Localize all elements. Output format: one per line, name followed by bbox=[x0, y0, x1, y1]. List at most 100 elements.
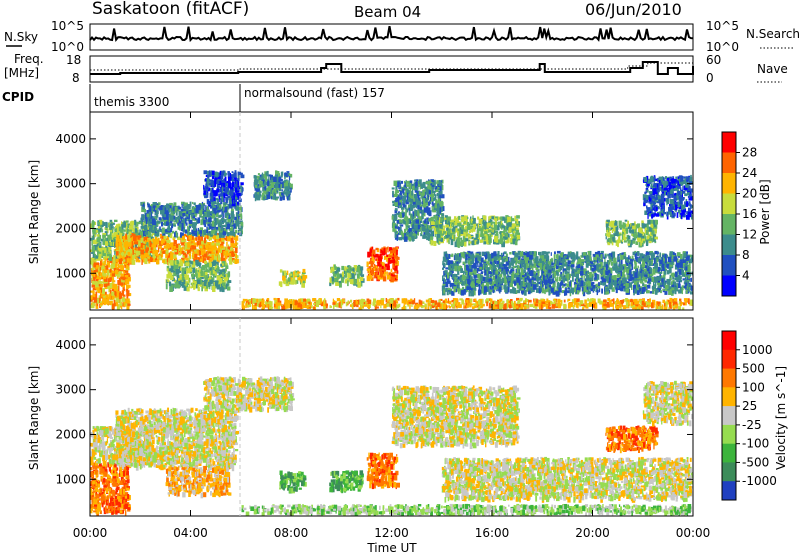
echo-cell bbox=[393, 272, 395, 276]
echo-cell bbox=[111, 227, 114, 233]
echo-cell bbox=[123, 288, 126, 291]
echo-cell bbox=[116, 292, 120, 298]
echo-cell bbox=[126, 272, 129, 276]
echo-cell bbox=[209, 270, 212, 276]
echo-cell bbox=[225, 182, 230, 187]
echo-cell bbox=[225, 235, 228, 242]
echo-cell bbox=[112, 280, 116, 283]
echo-cell bbox=[202, 230, 206, 235]
echo-cell bbox=[197, 286, 200, 292]
echo-cell bbox=[195, 208, 199, 214]
echo-cell bbox=[162, 216, 166, 220]
echo-cell bbox=[213, 194, 215, 197]
echo-cell bbox=[371, 254, 373, 257]
echo-cell bbox=[460, 241, 464, 247]
echo-cell bbox=[109, 300, 113, 306]
echo-cell bbox=[212, 251, 215, 256]
echo-cell bbox=[396, 220, 400, 224]
echo-cell bbox=[189, 244, 191, 248]
echo-cell bbox=[394, 265, 398, 271]
echo-cell bbox=[113, 285, 116, 291]
echo-cell bbox=[516, 215, 520, 219]
echo-cell bbox=[203, 237, 207, 244]
echo-cell bbox=[217, 207, 221, 210]
echo-cell bbox=[223, 193, 226, 198]
echo-cell bbox=[394, 251, 398, 255]
echo-cell bbox=[229, 259, 233, 265]
echo-cell bbox=[384, 255, 386, 260]
echo-cell bbox=[502, 216, 505, 221]
echo-cell bbox=[142, 256, 146, 260]
echo-cell bbox=[284, 186, 288, 191]
cpid-strip: CPID themis 3300 normalsound (fast) 157 bbox=[2, 84, 385, 112]
echo-cell bbox=[163, 236, 167, 240]
echo-cell bbox=[297, 277, 301, 281]
echo-cell bbox=[402, 219, 404, 224]
echo-cell bbox=[192, 238, 195, 244]
echo-cell bbox=[182, 213, 186, 217]
echo-cell bbox=[225, 274, 228, 279]
echo-cell bbox=[156, 254, 159, 258]
echo-cell bbox=[224, 257, 227, 263]
echo-cell bbox=[131, 220, 135, 225]
echo-cell bbox=[135, 246, 137, 251]
echo-cell bbox=[114, 285, 118, 291]
echo-cell bbox=[159, 257, 163, 261]
echo-cell bbox=[153, 205, 155, 212]
echo-cell bbox=[366, 261, 369, 267]
echo-cell bbox=[196, 279, 201, 285]
echo-cell bbox=[302, 268, 306, 273]
echo-cell bbox=[121, 224, 124, 230]
echo-cell bbox=[467, 216, 469, 220]
echo-cell bbox=[120, 265, 124, 271]
echo-cell bbox=[192, 253, 196, 256]
echo-cell bbox=[460, 229, 464, 234]
echo-cell bbox=[227, 280, 232, 283]
echo-cell bbox=[264, 196, 268, 199]
echo-cell bbox=[421, 225, 426, 232]
echo-cell bbox=[229, 256, 231, 263]
echo-cell bbox=[204, 229, 207, 236]
echo-cell bbox=[126, 235, 130, 238]
echo-cell bbox=[197, 229, 201, 235]
echo-cell bbox=[259, 183, 261, 188]
echo-cell bbox=[99, 265, 104, 268]
echo-cell bbox=[123, 251, 127, 254]
echo-cell bbox=[98, 280, 102, 285]
echo-cell bbox=[207, 223, 211, 227]
echo-cell bbox=[279, 269, 283, 273]
echo-cell bbox=[214, 227, 218, 233]
echo-cell bbox=[214, 263, 218, 270]
echo-cell bbox=[334, 278, 337, 283]
echo-cell bbox=[212, 200, 217, 205]
echo-cell bbox=[209, 248, 214, 254]
echo-cell bbox=[396, 249, 398, 256]
echo-cell bbox=[177, 217, 181, 222]
echo-cell bbox=[206, 226, 208, 229]
echo-cell bbox=[204, 233, 208, 239]
echo-cell bbox=[203, 184, 205, 190]
echo-cell bbox=[204, 251, 207, 256]
echo-cell bbox=[240, 222, 244, 228]
echo-cell bbox=[256, 197, 261, 201]
echo-cell bbox=[103, 260, 106, 266]
echo-cell bbox=[133, 250, 136, 254]
echo-cell bbox=[303, 275, 308, 279]
echo-cell bbox=[289, 173, 293, 178]
echo-cell bbox=[223, 251, 226, 256]
echo-cell bbox=[375, 247, 379, 251]
echo-cell bbox=[226, 215, 229, 220]
echo-cell bbox=[121, 255, 125, 259]
echo-cell bbox=[180, 217, 183, 223]
echo-cell bbox=[273, 194, 276, 200]
echo-cell bbox=[383, 246, 386, 249]
echo-cell bbox=[183, 285, 188, 291]
echo-cell bbox=[220, 180, 224, 183]
echo-cell bbox=[210, 258, 213, 262]
echo-cell bbox=[184, 242, 188, 249]
echo-cell bbox=[224, 182, 227, 187]
echo-cell bbox=[93, 263, 97, 268]
echo-cell bbox=[209, 179, 213, 182]
echo-cell bbox=[205, 174, 208, 178]
echo-cell bbox=[234, 220, 237, 226]
